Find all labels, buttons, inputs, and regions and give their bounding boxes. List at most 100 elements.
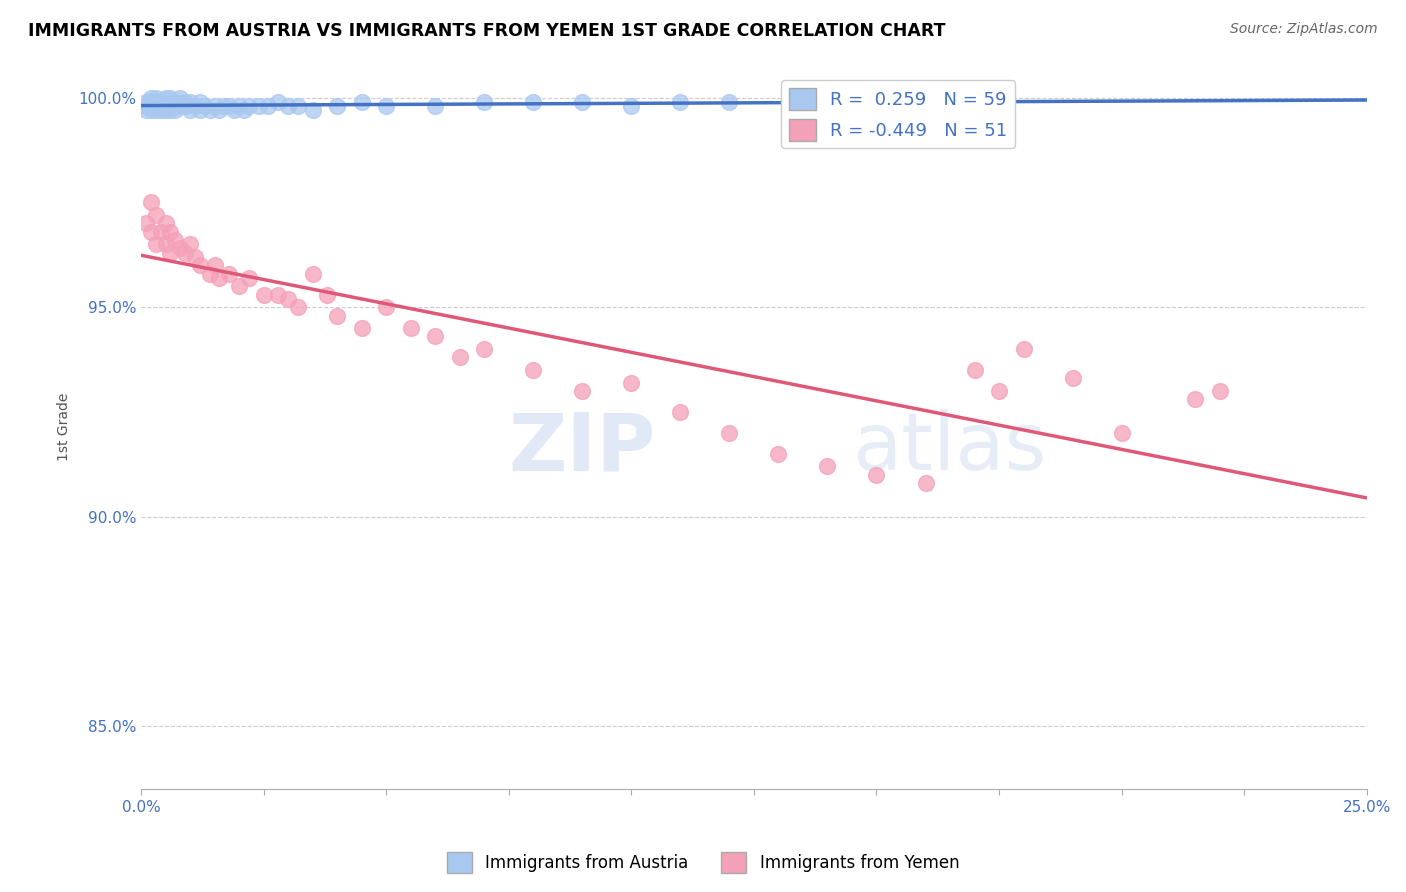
Point bbox=[165, 103, 187, 118]
Point bbox=[522, 95, 544, 109]
Point bbox=[817, 459, 839, 474]
Point bbox=[145, 103, 167, 118]
Point bbox=[399, 321, 422, 335]
Point bbox=[174, 245, 197, 260]
Point bbox=[425, 329, 447, 343]
Point bbox=[165, 233, 187, 247]
Point bbox=[865, 467, 887, 482]
Point bbox=[238, 99, 260, 113]
Point bbox=[472, 342, 495, 356]
Point bbox=[155, 216, 177, 230]
Point bbox=[277, 292, 299, 306]
Point bbox=[179, 103, 201, 118]
Point bbox=[169, 99, 191, 113]
Point bbox=[149, 95, 172, 109]
Point bbox=[718, 425, 741, 440]
Point bbox=[252, 287, 274, 301]
Point bbox=[145, 208, 167, 222]
Point bbox=[1209, 384, 1232, 398]
Point bbox=[159, 245, 181, 260]
Point bbox=[145, 99, 167, 113]
Point bbox=[768, 447, 790, 461]
Point bbox=[1111, 425, 1133, 440]
Point bbox=[914, 476, 936, 491]
Point bbox=[218, 99, 240, 113]
Point bbox=[326, 309, 349, 323]
Point bbox=[669, 405, 692, 419]
Point bbox=[1062, 371, 1084, 385]
Point bbox=[718, 95, 741, 109]
Text: Source: ZipAtlas.com: Source: ZipAtlas.com bbox=[1230, 22, 1378, 37]
Point bbox=[188, 103, 211, 118]
Point bbox=[208, 103, 231, 118]
Point bbox=[198, 267, 221, 281]
Point bbox=[145, 237, 167, 252]
Point bbox=[184, 99, 207, 113]
Point bbox=[287, 99, 309, 113]
Point bbox=[350, 321, 373, 335]
Point bbox=[194, 99, 217, 113]
Point bbox=[238, 270, 260, 285]
Point bbox=[267, 95, 290, 109]
Point bbox=[375, 99, 398, 113]
Point bbox=[149, 99, 172, 113]
Point bbox=[326, 99, 349, 113]
Point bbox=[425, 99, 447, 113]
Point bbox=[159, 225, 181, 239]
Point bbox=[287, 300, 309, 314]
Point bbox=[145, 95, 167, 109]
Y-axis label: 1st Grade: 1st Grade bbox=[58, 392, 72, 461]
Point bbox=[179, 95, 201, 109]
Point bbox=[522, 363, 544, 377]
Point bbox=[247, 99, 270, 113]
Point bbox=[620, 376, 643, 390]
Point bbox=[145, 90, 167, 104]
Point bbox=[1184, 392, 1206, 407]
Point bbox=[139, 95, 162, 109]
Point bbox=[159, 90, 181, 104]
Point bbox=[149, 225, 172, 239]
Point bbox=[198, 103, 221, 118]
Point bbox=[169, 242, 191, 256]
Point bbox=[149, 103, 172, 118]
Point bbox=[188, 95, 211, 109]
Point bbox=[669, 95, 692, 109]
Point bbox=[988, 384, 1011, 398]
Text: ZIP: ZIP bbox=[509, 409, 655, 487]
Point bbox=[208, 270, 231, 285]
Point bbox=[139, 195, 162, 210]
Point bbox=[139, 225, 162, 239]
Point bbox=[301, 103, 323, 118]
Point bbox=[233, 103, 256, 118]
Legend: Immigrants from Austria, Immigrants from Yemen: Immigrants from Austria, Immigrants from… bbox=[440, 846, 966, 880]
Legend: R =  0.259   N = 59, R = -0.449   N = 51: R = 0.259 N = 59, R = -0.449 N = 51 bbox=[782, 80, 1015, 148]
Point bbox=[174, 99, 197, 113]
Point bbox=[139, 90, 162, 104]
Point bbox=[159, 95, 181, 109]
Point bbox=[155, 90, 177, 104]
Point bbox=[159, 103, 181, 118]
Point bbox=[301, 267, 323, 281]
Point bbox=[155, 99, 177, 113]
Point bbox=[169, 90, 191, 104]
Point bbox=[188, 258, 211, 272]
Point bbox=[267, 287, 290, 301]
Text: atlas: atlas bbox=[852, 409, 1046, 487]
Point bbox=[277, 99, 299, 113]
Point bbox=[135, 103, 157, 118]
Point bbox=[224, 103, 246, 118]
Point bbox=[963, 363, 986, 377]
Point bbox=[817, 95, 839, 109]
Point bbox=[155, 103, 177, 118]
Point bbox=[1012, 342, 1035, 356]
Point bbox=[179, 237, 201, 252]
Text: IMMIGRANTS FROM AUSTRIA VS IMMIGRANTS FROM YEMEN 1ST GRADE CORRELATION CHART: IMMIGRANTS FROM AUSTRIA VS IMMIGRANTS FR… bbox=[28, 22, 946, 40]
Point bbox=[620, 99, 643, 113]
Point bbox=[204, 258, 226, 272]
Point bbox=[139, 103, 162, 118]
Point bbox=[135, 99, 157, 113]
Point bbox=[214, 99, 236, 113]
Point bbox=[204, 99, 226, 113]
Point bbox=[165, 95, 187, 109]
Point bbox=[135, 95, 157, 109]
